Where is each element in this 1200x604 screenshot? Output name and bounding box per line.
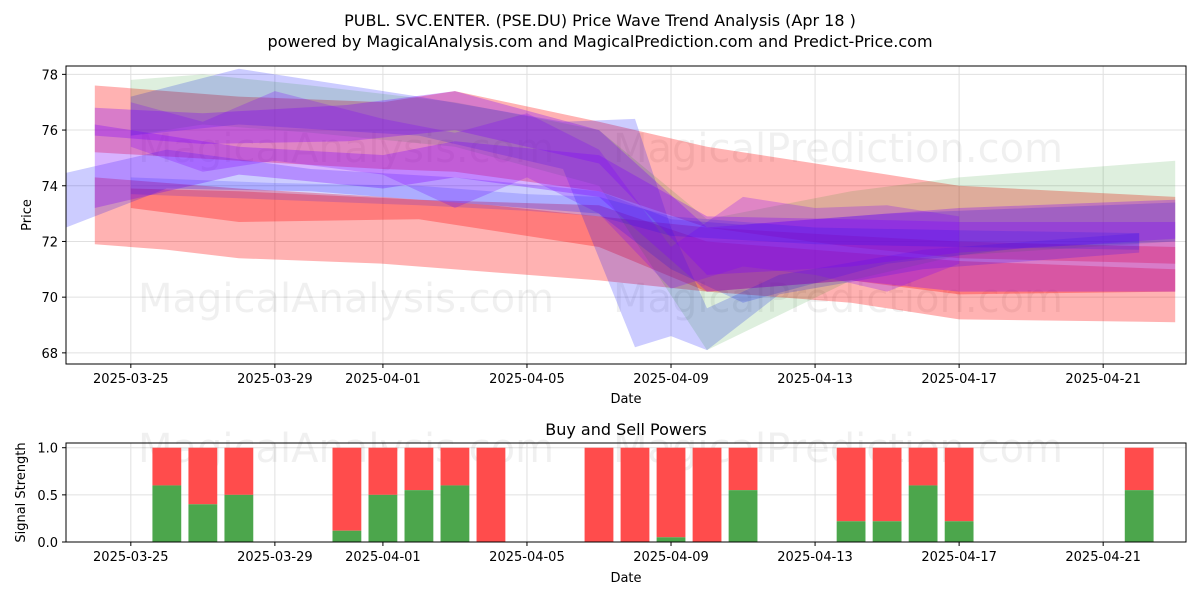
x-tick-label: 2025-04-17 xyxy=(921,550,997,565)
watermark-text: MagicalAnalysis.com xyxy=(138,126,554,172)
x-tick-label: 2025-04-01 xyxy=(345,550,421,565)
buy-bar xyxy=(836,521,866,542)
y-tick-label: 72 xyxy=(41,235,58,250)
watermark-text: MagicalAnalysis.com xyxy=(138,276,554,322)
x-tick-label: 2025-04-17 xyxy=(921,372,997,387)
buy-bar xyxy=(656,537,686,542)
x-tick-label: 2025-04-09 xyxy=(633,550,709,565)
plot-frame xyxy=(65,65,1187,365)
sell-bar xyxy=(440,447,470,486)
y-axis-label: Price xyxy=(20,199,35,231)
trend-band-1 xyxy=(94,85,1176,264)
trend-band-2 xyxy=(130,188,1176,295)
trend-band-4 xyxy=(130,68,1140,351)
y-axis-label: Signal Strength xyxy=(14,442,29,542)
y-tick-label: 68 xyxy=(41,347,58,362)
buy-bar xyxy=(908,485,938,542)
sell-bar xyxy=(152,447,182,486)
x-axis-label: Date xyxy=(610,571,641,586)
buy-bar xyxy=(188,504,218,542)
buy-bar xyxy=(332,530,362,542)
sell-bar xyxy=(188,447,218,505)
price-plot: MagicalAnalysis.com MagicalPrediction.com… xyxy=(20,65,1187,407)
buy-bar xyxy=(944,521,974,542)
trend-band-9 xyxy=(130,177,1140,250)
x-tick-label: 2025-04-05 xyxy=(489,550,565,565)
x-tick-label: 2025-03-29 xyxy=(237,372,313,387)
x-tick-label: 2025-04-21 xyxy=(1065,372,1141,387)
buy-bar xyxy=(224,494,254,542)
x-tick-label: 2025-04-21 xyxy=(1065,550,1141,565)
trend-band-6 xyxy=(94,91,1176,275)
sell-bar xyxy=(728,447,758,491)
y-tick-label: 74 xyxy=(41,180,58,195)
buy-bar xyxy=(1124,490,1154,542)
buy-bar xyxy=(368,494,398,542)
sell-bar xyxy=(368,447,398,495)
y-tick-label: 0.0 xyxy=(37,536,58,551)
y-tick-label: 70 xyxy=(41,291,58,306)
trend-band-0 xyxy=(94,177,1176,323)
x-tick-label: 2025-04-13 xyxy=(777,550,853,565)
trend-band-5 xyxy=(130,74,1176,351)
trend-band-7 xyxy=(94,124,1176,292)
x-tick-label: 2025-04-01 xyxy=(345,372,421,387)
sell-bar xyxy=(476,447,506,542)
buy-bar xyxy=(728,490,758,542)
y-tick-label: 0.5 xyxy=(37,489,58,504)
trend-band-3 xyxy=(66,149,1176,303)
sell-bar xyxy=(872,447,902,522)
trend-band-8 xyxy=(130,91,960,292)
sell-bar xyxy=(404,447,434,491)
sell-bar xyxy=(620,447,650,542)
x-axis-label: Date xyxy=(610,392,641,407)
bands-group xyxy=(66,68,1176,351)
sell-bar xyxy=(224,447,254,495)
x-tick-label: 2025-03-29 xyxy=(237,550,313,565)
watermark-text: MagicalPrediction.com xyxy=(613,126,1063,172)
sell-bar xyxy=(1124,447,1154,491)
x-tick-label: 2025-04-09 xyxy=(633,372,709,387)
x-tick-label: 2025-04-13 xyxy=(777,372,853,387)
buy-bar xyxy=(872,521,902,542)
power-plot-title: Buy and Sell Powers xyxy=(545,420,707,439)
sell-bar xyxy=(944,447,974,522)
y-tick-label: 78 xyxy=(41,68,58,83)
y-tick-label: 1.0 xyxy=(37,442,58,457)
x-tick-label: 2025-03-25 xyxy=(93,372,169,387)
sell-bar xyxy=(692,447,722,542)
watermark-text: MagicalPrediction.com xyxy=(613,276,1063,322)
sell-bar xyxy=(584,447,614,542)
x-tick-label: 2025-04-05 xyxy=(489,372,565,387)
buy-bar xyxy=(404,490,434,542)
sell-bar xyxy=(332,447,362,531)
x-tick-label: 2025-03-25 xyxy=(93,550,169,565)
sell-bar xyxy=(656,447,686,538)
buy-bar xyxy=(440,485,470,542)
plot-frame xyxy=(65,442,1187,543)
sell-bar xyxy=(836,447,866,522)
sell-bar xyxy=(908,447,938,486)
y-tick-label: 76 xyxy=(41,124,58,139)
buy-bar xyxy=(152,485,182,542)
chart-subtitle: powered by MagicalAnalysis.com and Magic… xyxy=(267,32,932,51)
chart-title: PUBL. SVC.ENTER. (PSE.DU) Price Wave Tre… xyxy=(344,11,856,30)
power-plot: MagicalAnalysis.comMagicalPrediction.com… xyxy=(14,420,1187,586)
